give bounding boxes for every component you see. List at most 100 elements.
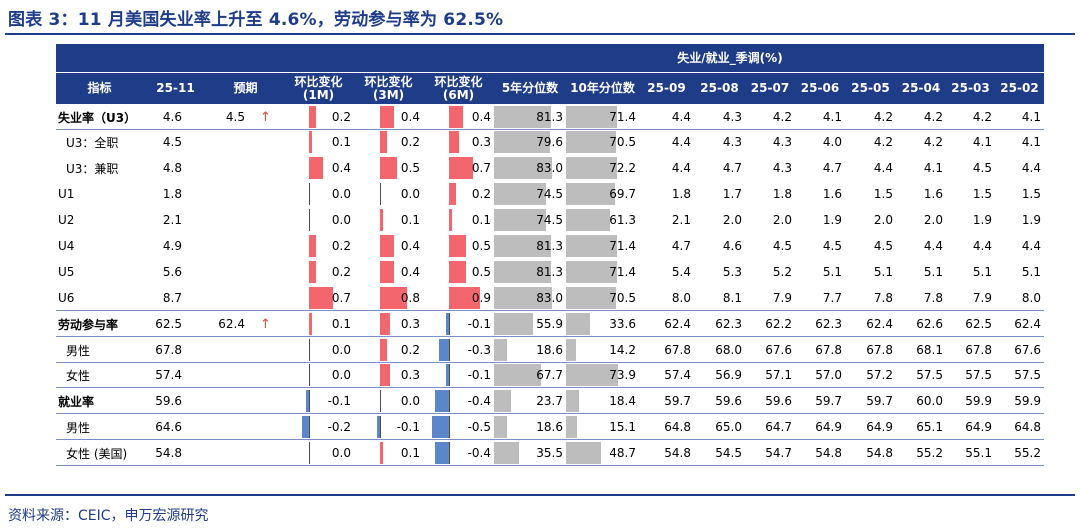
percentile-bar — [494, 313, 534, 335]
expected-value — [208, 181, 248, 207]
change-m1-cell: 0.2 — [283, 261, 354, 283]
history-value: 68.0 — [715, 343, 742, 357]
change-bar — [449, 287, 480, 309]
table-row: 女性 57.4 0.0 0.3 -0.1 67.7 73.9 57.4 56.9 57.1 57.0… — [56, 362, 1044, 388]
change-bar — [449, 235, 466, 257]
current-value: 4.5 — [162, 135, 182, 149]
history-value: 4.5 — [822, 239, 842, 253]
current-value: 54.8 — [155, 446, 182, 460]
change-m3-cell: 0.1 — [354, 209, 423, 231]
history-value: 5.1 — [873, 265, 893, 279]
up-arrow-icon: ↑ — [260, 109, 271, 125]
history-value: 1.6 — [923, 187, 943, 201]
history-value: 59.9 — [965, 394, 992, 408]
percentile-p10-cell: 14.2 — [566, 339, 639, 361]
history-value: 4.4 — [873, 161, 893, 175]
change-bar — [380, 235, 394, 257]
change-bar — [435, 390, 449, 412]
percentile-bar — [494, 183, 547, 205]
change-m6-cell: 0.4 — [423, 106, 494, 128]
group-header: 失业/就业_季调(%) — [56, 44, 1044, 72]
history-value: 57.2 — [866, 368, 893, 382]
percentile-value: 55.9 — [536, 317, 563, 331]
change-value: 0.5 — [471, 239, 491, 253]
column-header-row: 指标 25-11 预期 环比变化 (1M) 环比变化 (3M) 环比变化 (6M) 5年分位… — [56, 73, 1044, 104]
percentile-bar — [494, 157, 553, 179]
change-m6-cell: -0.5 — [423, 416, 494, 438]
history-value: 59.7 — [866, 394, 893, 408]
change-value: 0.0 — [400, 187, 420, 201]
change-value: 0.7 — [331, 291, 351, 305]
change-m6-cell: -0.1 — [423, 364, 494, 386]
row-separator — [56, 129, 1044, 130]
change-m6-cell: 0.3 — [423, 131, 494, 153]
expected-value — [208, 362, 248, 388]
change-bar — [380, 209, 384, 231]
percentile-p5-cell: 83.0 — [494, 157, 566, 179]
change-bar — [380, 364, 391, 386]
row-separator — [56, 336, 1044, 337]
change-bar — [438, 339, 449, 361]
change-value: 0.4 — [331, 161, 351, 175]
expected-value — [208, 155, 248, 181]
change-bar — [449, 261, 466, 283]
change-value: 0.4 — [400, 265, 420, 279]
history-value: 4.3 — [722, 135, 742, 149]
current-value: 64.6 — [155, 420, 182, 434]
history-value: 4.1 — [1021, 135, 1041, 149]
row-separator — [56, 465, 1044, 466]
change-value: -0.5 — [467, 420, 491, 434]
history-value: 4.2 — [772, 110, 792, 124]
history-value: 59.6 — [765, 394, 792, 408]
change-value: 0.2 — [331, 110, 351, 124]
history-value: 5.1 — [1021, 265, 1041, 279]
title-rule — [5, 33, 1075, 35]
percentile-p5-cell: 81.3 — [494, 235, 566, 257]
change-m3-cell: 0.5 — [354, 157, 423, 179]
percentile-value: 69.7 — [609, 187, 636, 201]
figure-title: 图表 3：11 月美国失业率上升至 4.6%，劳动参与率为 62.5% — [8, 10, 504, 30]
change-value: 0.2 — [400, 135, 420, 149]
zero-axis — [380, 416, 381, 438]
change-bar — [309, 131, 313, 153]
percentile-p5-cell: 83.0 — [494, 287, 566, 309]
percentile-p5-cell: 74.5 — [494, 209, 566, 231]
percentile-value: 61.3 — [609, 213, 636, 227]
row-separator — [56, 387, 1044, 388]
history-value: 59.9 — [1014, 394, 1041, 408]
percentile-p10-cell: 71.4 — [566, 235, 639, 257]
change-value: 0.0 — [331, 343, 351, 357]
table-row: U2 2.1 0.0 0.1 0.1 74.5 61.3 2.1 2.0 2.0 1.9 2.0 2.0… — [56, 207, 1044, 233]
history-value: 7.9 — [972, 291, 992, 305]
history-value: 7.8 — [923, 291, 943, 305]
percentile-value: 74.5 — [536, 187, 563, 201]
row-separator — [56, 362, 1044, 363]
history-value: 4.6 — [722, 239, 742, 253]
row-label: 男性 — [66, 343, 91, 358]
change-value: 0.1 — [331, 135, 351, 149]
history-value: 62.4 — [664, 317, 691, 331]
change-m6-cell: 0.5 — [423, 235, 494, 257]
history-value: 62.4 — [866, 317, 893, 331]
history-value: 4.3 — [722, 110, 742, 124]
change-m1-cell: 0.4 — [283, 157, 354, 179]
percentile-bar — [566, 183, 616, 205]
percentile-value: 48.7 — [609, 446, 636, 460]
history-value: 5.4 — [671, 265, 691, 279]
change-bar — [449, 183, 456, 205]
history-value: 8.0 — [671, 291, 691, 305]
change-bar — [376, 416, 380, 438]
percentile-p5-cell: 67.7 — [494, 364, 566, 386]
change-m1-cell: 0.7 — [283, 287, 354, 309]
table-row: 男性 64.6 -0.2 -0.1 -0.5 18.6 15.1 64.8 65.0 64.7 64… — [56, 414, 1044, 440]
history-value: 67.8 — [965, 343, 992, 357]
change-value: -0.1 — [327, 394, 351, 408]
percentile-bar — [566, 157, 618, 179]
expected-value — [208, 129, 248, 155]
change-value: 0.1 — [400, 446, 420, 460]
change-value: 0.0 — [331, 368, 351, 382]
history-value: 1.8 — [772, 187, 792, 201]
percentile-p5-cell: 23.7 — [494, 390, 566, 412]
change-m6-cell: -0.4 — [423, 442, 494, 464]
change-m3-cell: -0.1 — [354, 416, 423, 438]
